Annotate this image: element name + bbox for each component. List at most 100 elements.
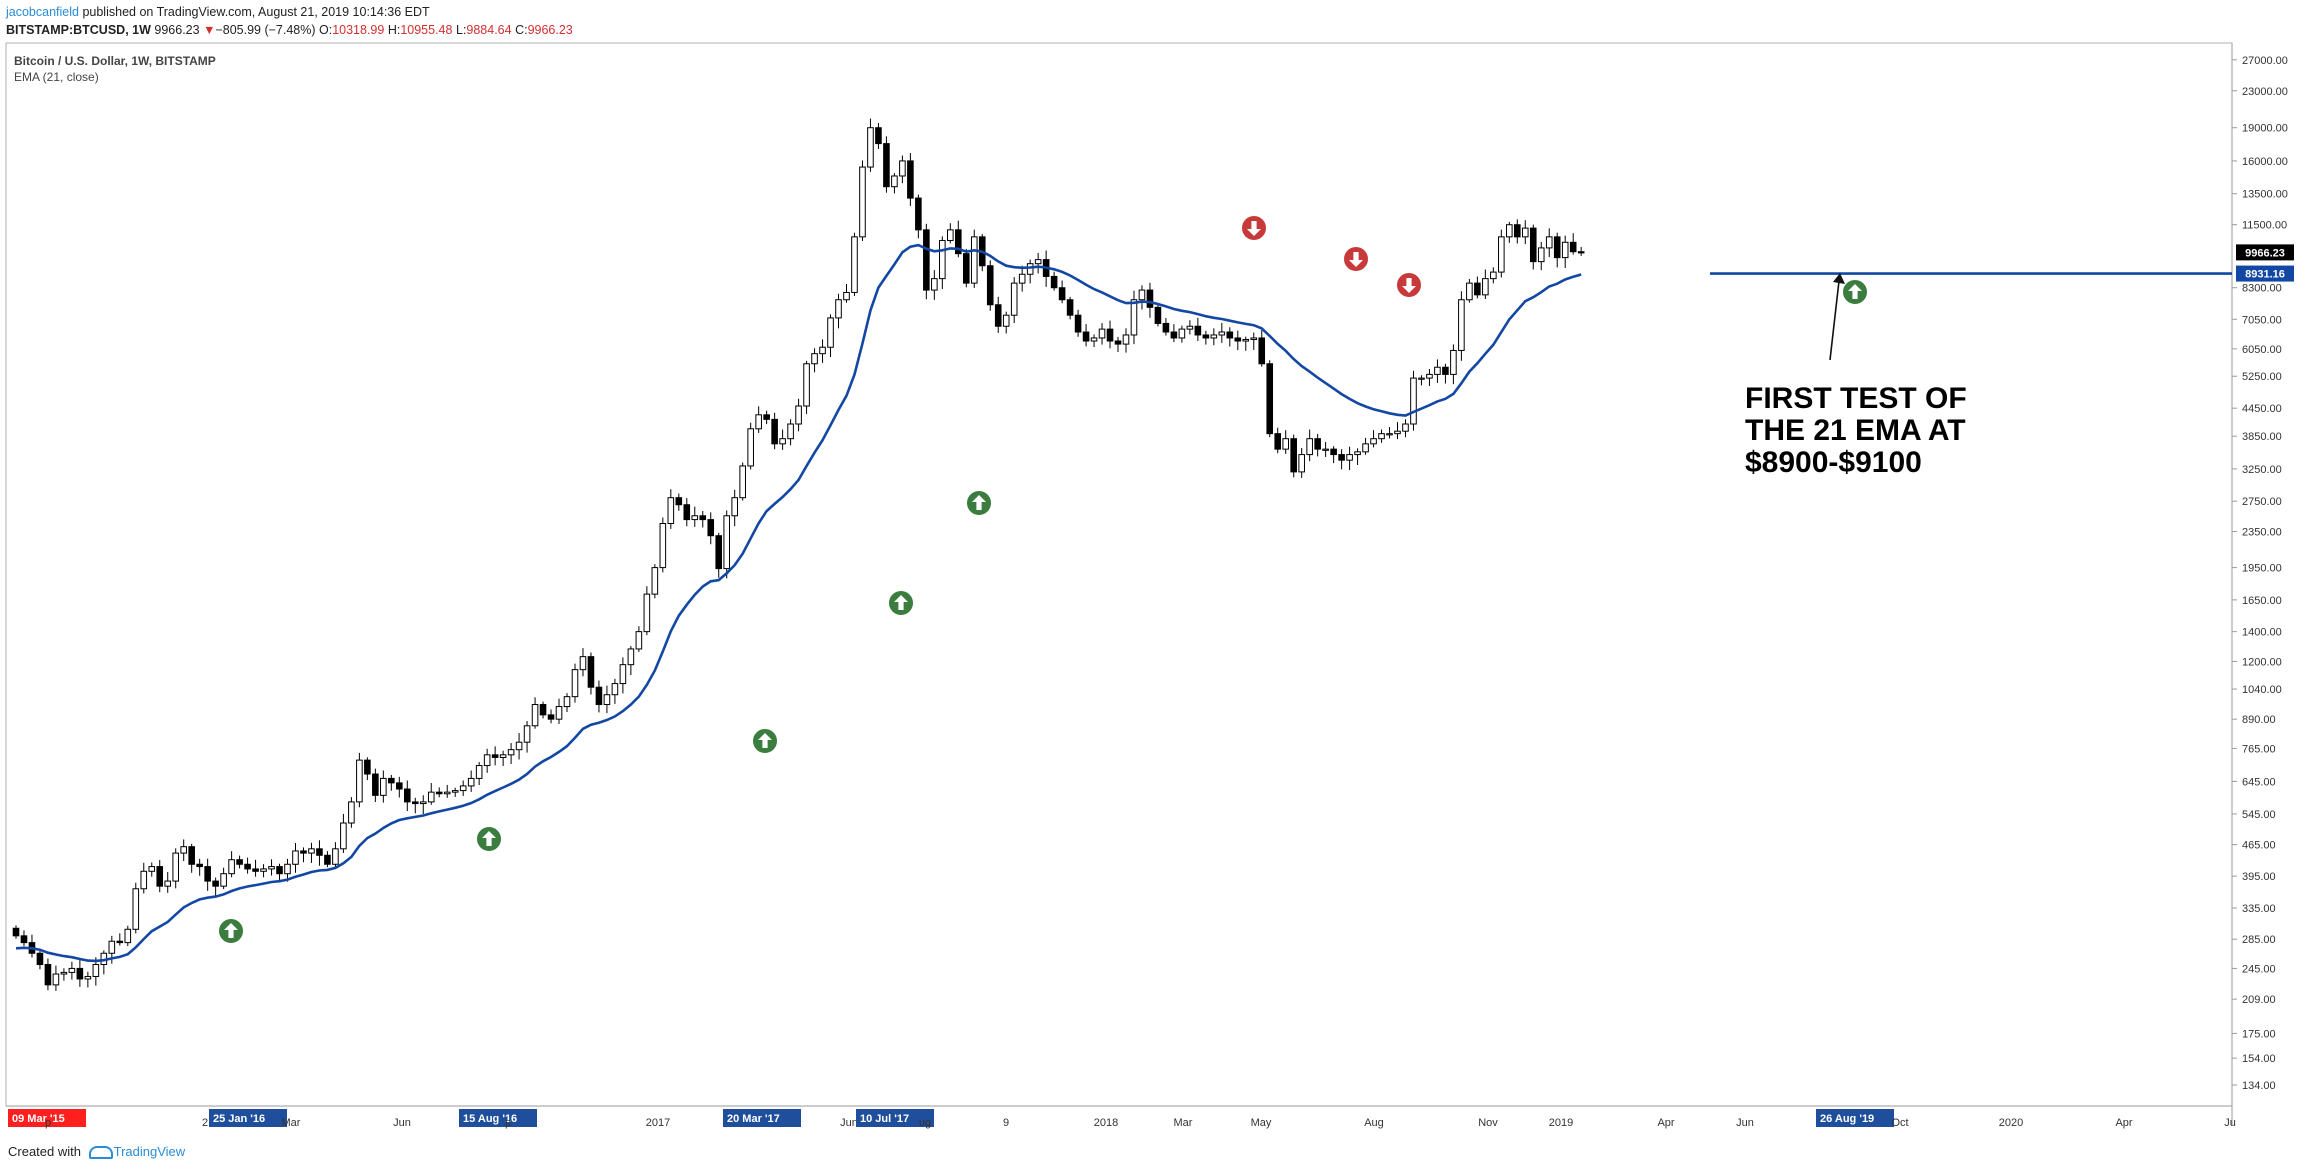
last-price-tag-background (2236, 244, 2294, 261)
price-tick-label: 19000.00 (2242, 123, 2288, 135)
candle-body (659, 523, 667, 569)
price-tick-label: 13500.00 (2242, 189, 2288, 201)
candle-body (340, 822, 347, 850)
candle-body (851, 236, 858, 293)
candle-body (276, 866, 283, 875)
price-tick-label: 3250.00 (2242, 464, 2282, 476)
candle-body (923, 229, 930, 291)
candle-body (1561, 241, 1569, 259)
candle-body (739, 465, 746, 499)
candle-body (1402, 423, 1409, 432)
candle-body (1258, 337, 1266, 365)
candle-body (220, 873, 227, 887)
candle-body (1122, 334, 1130, 345)
price-tick-label: 8300.00 (2242, 283, 2282, 295)
candle-body (228, 859, 235, 875)
plot-area[interactable] (5, 42, 2233, 1107)
price-tick-label: 1650.00 (2242, 595, 2282, 607)
price-tick-label: 4450.00 (2242, 403, 2282, 415)
candle-body (491, 754, 499, 758)
close-value: 9966.23 (527, 23, 573, 37)
price-axis[interactable]: 27000.00 23000.00 19000.00 16000.00 13500.00… (2232, 55, 2288, 1092)
candle-body (435, 791, 443, 795)
candle-body (867, 127, 874, 168)
price-tick-label: 27000.00 (2242, 55, 2288, 67)
candle-body (332, 848, 339, 865)
time-tick-label: Mar (1174, 1117, 1193, 1129)
candle-body (348, 801, 355, 824)
ema-21-line (15, 243, 1582, 963)
tradingview-link[interactable]: TradingView (113, 1144, 186, 1159)
time-tick-label: Apr (1657, 1117, 1674, 1129)
candle-body (156, 866, 164, 887)
price-tick-label: 245.00 (2242, 963, 2276, 975)
candle-body (1545, 236, 1553, 249)
candle-body (1178, 328, 1186, 339)
price-tick-label: 11500.00 (2242, 220, 2287, 232)
candle-body (707, 519, 715, 537)
candle-body (308, 848, 315, 854)
candle-body (523, 725, 531, 743)
candle-body (1298, 454, 1305, 473)
candle-body (603, 694, 611, 706)
price-tick-label: 890.00 (2242, 714, 2276, 726)
candle-body (1050, 275, 1058, 289)
candle-body (1130, 299, 1138, 336)
candle-body (1074, 314, 1082, 333)
candle-body (635, 631, 643, 650)
candle-body (388, 777, 395, 784)
candle-body (1090, 337, 1098, 342)
close-label: C: (515, 23, 528, 37)
time-tick-label: p (505, 1117, 511, 1129)
candle-body (771, 418, 778, 445)
created-with-label: Created with (8, 1144, 81, 1159)
candle-body (1442, 366, 1449, 375)
time-tick-label: ug (919, 1117, 931, 1129)
price-tick-label: 2750.00 (2242, 496, 2282, 508)
author-link[interactable]: jacobcanfield (6, 5, 79, 19)
candle-body (803, 363, 810, 407)
candle-body (675, 497, 683, 506)
candle-body (467, 777, 475, 787)
price-tick-label: 6050.00 (2242, 344, 2282, 356)
callout-arrow (1829, 280, 1840, 361)
price-tick-label: 1400.00 (2242, 627, 2282, 639)
candle-body (372, 773, 379, 796)
candle-body (643, 593, 651, 633)
candle-body (1354, 451, 1361, 456)
candle-body (994, 304, 1002, 327)
price-tick-label: 5250.00 (2242, 371, 2282, 383)
candle-body (691, 515, 699, 521)
price-tags: 9966.23 8931.16 (2236, 244, 2294, 282)
date-tag-background (459, 1109, 537, 1127)
last-price-tag: 9966.23 (2245, 247, 2285, 259)
candle-body (683, 504, 691, 521)
arrow-up-marker-icon (475, 825, 503, 853)
date-tag: 09 Mar '15 (12, 1113, 65, 1125)
candle-body (1537, 247, 1545, 263)
candle-body (595, 686, 603, 706)
time-axis[interactable]: 09 Mar '15p 2 25 Jan '16 Mar Jun 15 Aug '16p 2… (8, 1109, 2236, 1129)
candle-body (1066, 299, 1074, 316)
candle-body (411, 801, 419, 805)
candle-body (1410, 377, 1417, 425)
candle-body (986, 265, 994, 306)
high-label: H: (387, 23, 401, 37)
arrow-up-marker-icon (751, 727, 779, 755)
candle-body (44, 964, 52, 986)
price-tick-label: 23000.00 (2242, 86, 2288, 98)
candle-body (451, 790, 459, 793)
candle-body (587, 656, 595, 688)
candle-body (108, 940, 116, 954)
date-tag: 25 Jan '16 (213, 1113, 265, 1125)
candle-body (531, 704, 539, 727)
candle-body (875, 127, 882, 145)
last-price: 9966.23 (154, 23, 200, 37)
date-tag-background (856, 1109, 934, 1127)
high-value: 10955.48 (400, 23, 453, 37)
time-tick-label: Oct (1891, 1117, 1908, 1129)
symbol-label: BITSTAMP:BTCUSD, 1W (6, 23, 151, 37)
candle-body (1218, 331, 1226, 336)
publication-header: jacobcanfield published on TradingView.c… (6, 3, 1206, 39)
time-tick-label: 2019 (1549, 1117, 1573, 1129)
